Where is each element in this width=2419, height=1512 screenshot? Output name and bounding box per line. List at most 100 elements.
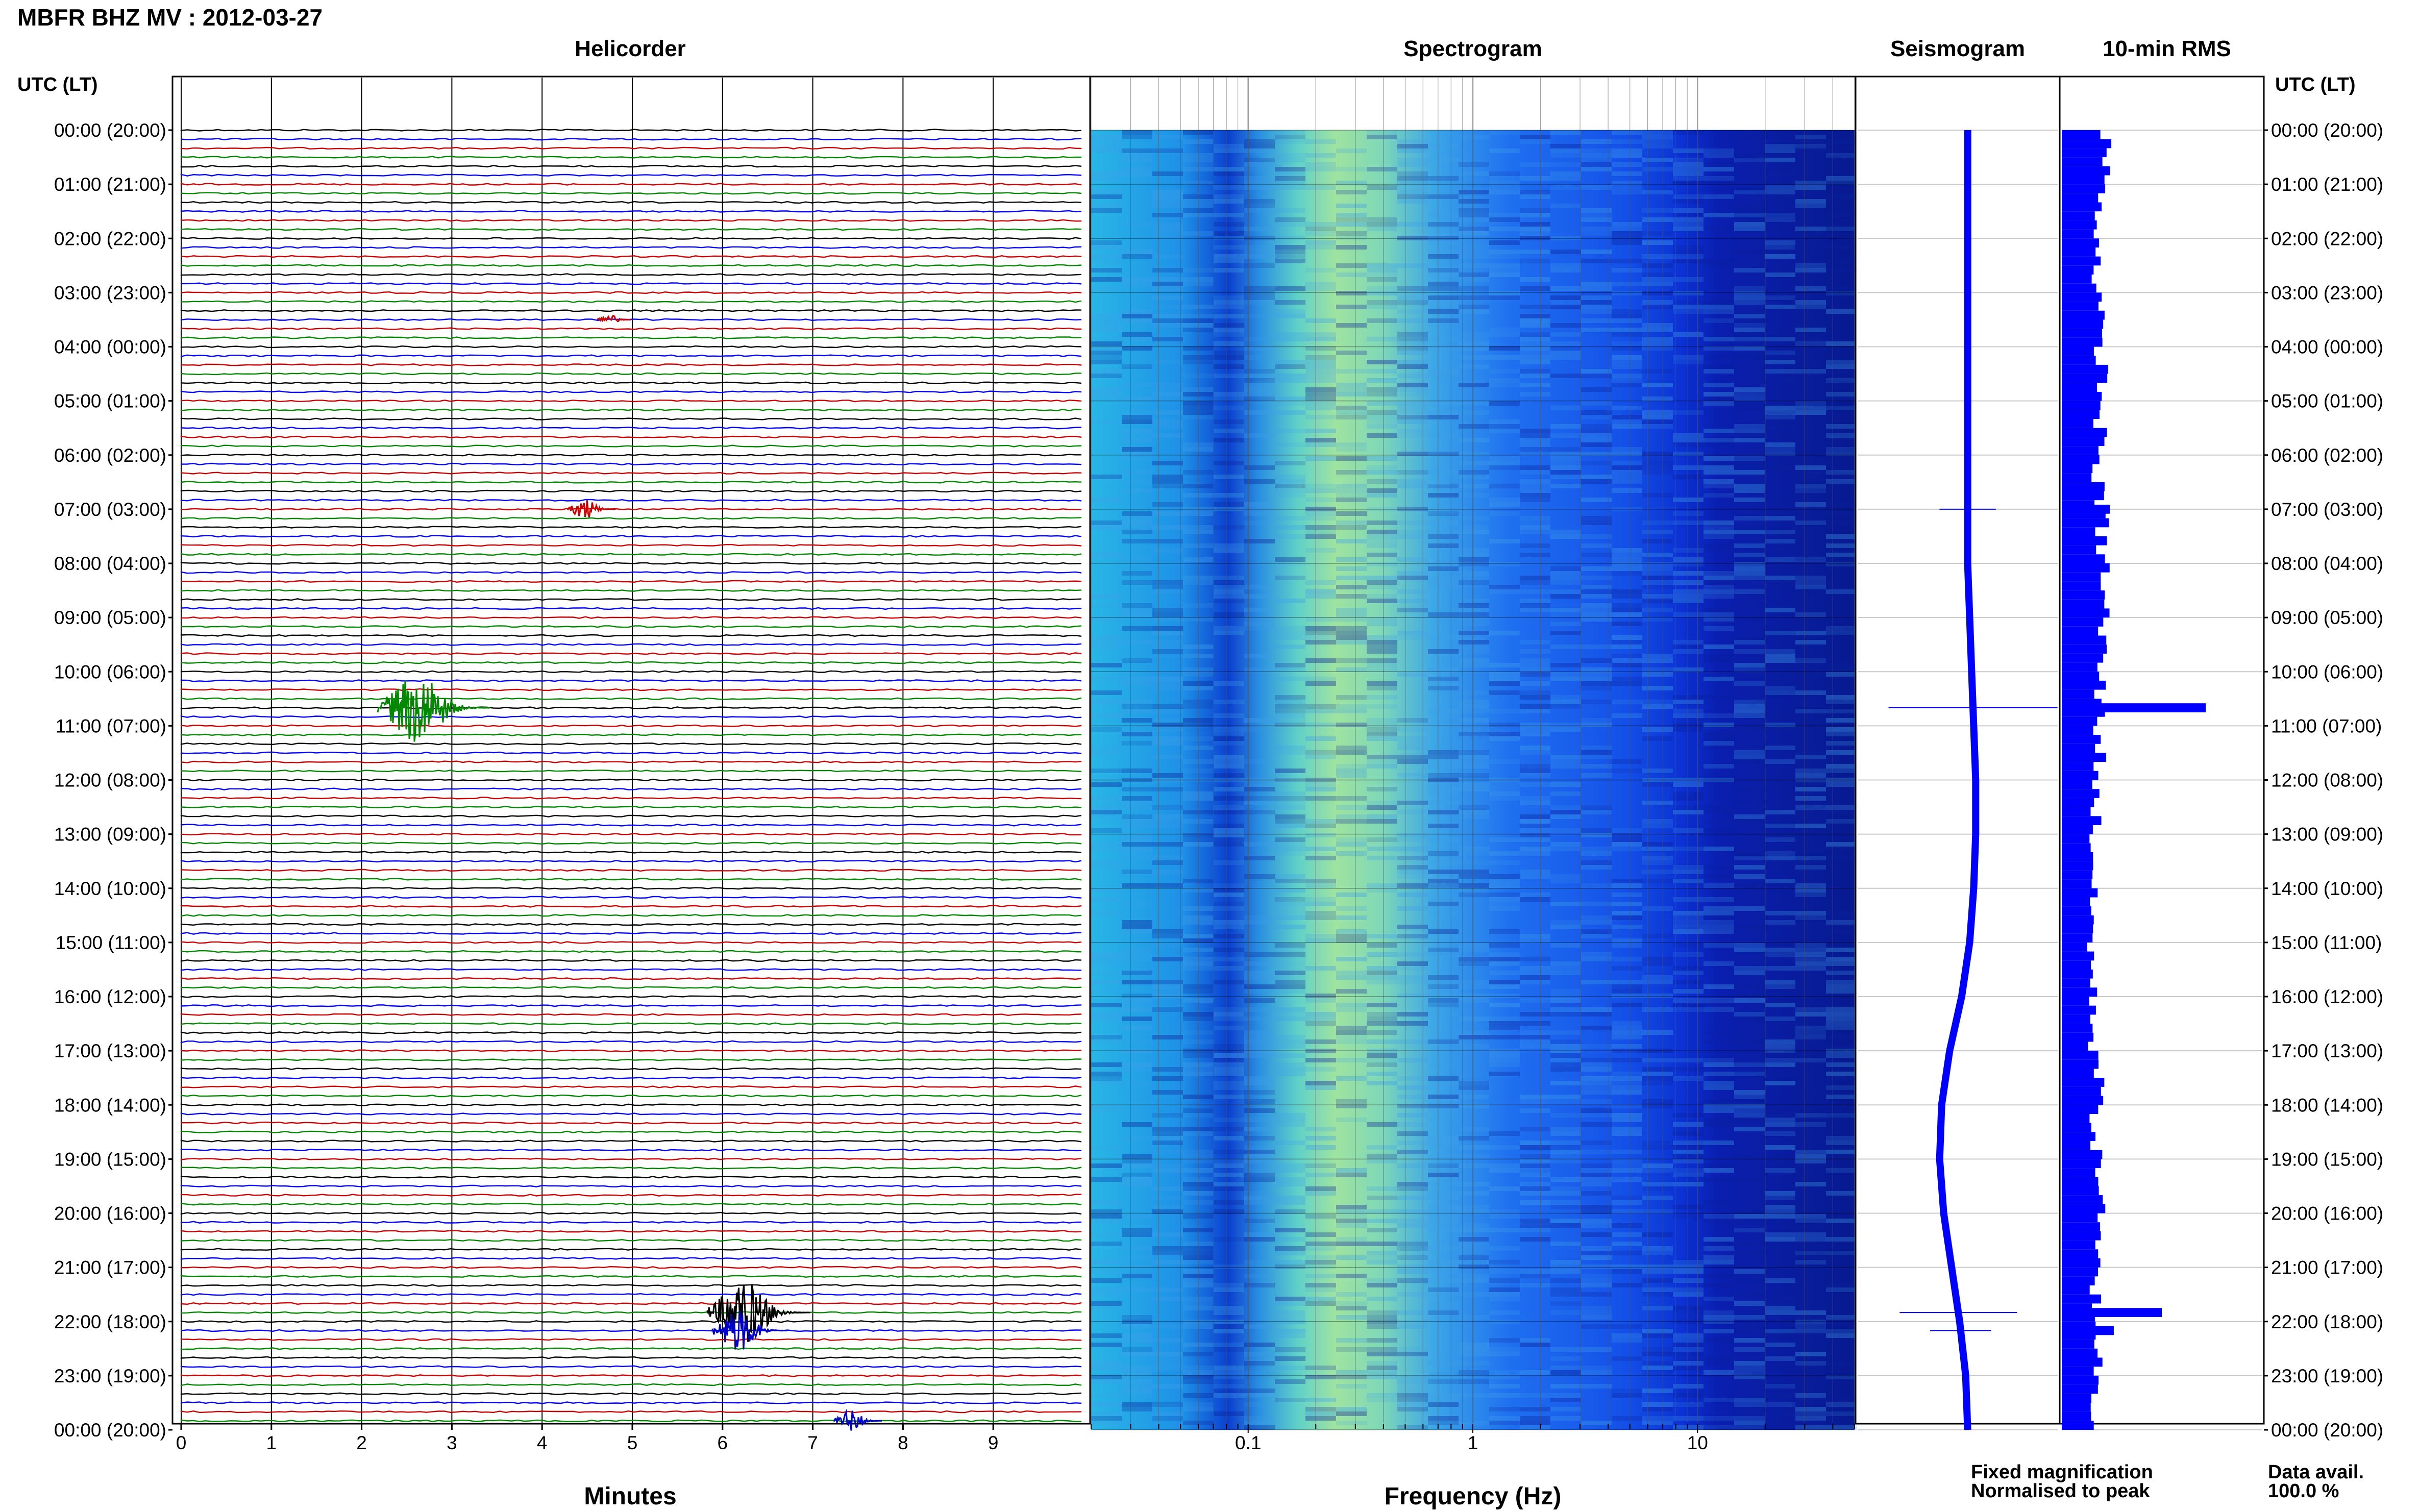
spectrogram-cell [1122,1338,1152,1343]
right-time-label: 09:00 (05:00) [2271,607,2383,628]
spectrogram-cell [1520,1030,1550,1035]
rms-bar [2062,211,2095,220]
spectrogram-cell [1520,1200,1550,1205]
left-time-label: 04:00 (00:00) [54,337,166,358]
spectrogram-cell [1765,566,1795,571]
spectrogram-cell [1214,507,1244,511]
spectrogram-cell [1305,750,1336,755]
rms-bar [2062,166,2110,176]
spectrogram-cell [1336,929,1367,934]
spectrogram-cell [1826,291,1857,295]
spectrogram-cell [1795,576,1826,580]
spectrogram-cell [1152,1067,1183,1072]
spectrogram-cell [1122,1255,1152,1260]
spectrogram-cell [1550,1044,1581,1049]
spectrogram-cell [1428,1246,1459,1251]
helicorder-trace-row [180,1248,1082,1251]
helicorder-trace-row [180,1284,1082,1287]
helicorder-trace-row [180,770,1082,773]
spectrogram-cell [1397,1265,1428,1269]
spectrogram-cell [1091,782,1122,787]
spectrogram-cell [1397,190,1428,194]
spectrogram-cell [1765,1347,1795,1352]
helicorder-trace-row [180,1013,1082,1017]
spectrogram-cell [1459,635,1489,640]
spectrogram-cell [1244,1219,1275,1223]
spectrogram-cell [1734,883,1765,888]
spectrogram-cell [1581,1026,1612,1030]
spectrogram-cell [1305,617,1336,622]
spectrogram-cell [1673,162,1704,167]
spectrogram-cell [1397,1076,1428,1081]
spectrogram-cell [1367,888,1397,893]
spectrogram-cell [1459,700,1489,704]
spectrogram-cell [1091,337,1122,341]
spectrogram-cell [1704,1260,1734,1265]
spectrogram-cell [1734,1421,1765,1425]
spectrogram-cell [1581,1370,1612,1375]
spectrogram-cell [1122,948,1152,952]
spectrogram-cell [1765,153,1795,158]
spectrogram-cell [1581,833,1612,837]
helicorder-trace-row [180,706,1082,709]
spectrogram-cell [1734,387,1765,392]
spectrogram-cell [1520,1269,1550,1274]
spectrogram-cell [1826,1425,1857,1430]
spectrogram-cell [1367,1003,1397,1007]
spectrogram-cell [1214,374,1244,378]
spectrogram-cell [1152,994,1183,998]
rms-bar [2062,1059,2099,1069]
spectrogram-cell [1520,369,1550,374]
spectrogram-cell [1152,1324,1183,1329]
spectrogram-cell [1336,769,1367,773]
spectrogram-cell [1550,534,1581,539]
spectrogram-cell [1336,640,1367,645]
spectrogram-cell [1642,383,1673,387]
spectrogram-cell [1428,1265,1459,1269]
spectrogram-cell [1765,1333,1795,1338]
spectrogram-cell [1734,553,1765,557]
spectrogram-cell [1765,1118,1795,1122]
spectrogram-cell [1612,383,1642,387]
spectrogram-cell [1275,479,1305,484]
spectrogram-cell [1367,433,1397,438]
spectrogram-cell [1091,254,1122,259]
spectrogram-cell [1550,144,1581,148]
spectrogram-cell [1765,723,1795,727]
spectrogram-cell [1244,1099,1275,1104]
spectrogram-cell [1122,456,1152,461]
spectrogram-cell [1826,695,1857,700]
spectrogram-cell [1122,337,1152,341]
spectrogram-cell [1122,769,1152,773]
rms-bar [2062,247,2096,257]
spectrogram-cell [1673,989,1704,994]
spectrogram-cell [1765,663,1795,667]
spectrogram-cell [1826,1251,1857,1255]
spectrogram-cell [1428,934,1459,938]
spectrogram-cell [1642,396,1673,401]
spectrogram-cell [1305,415,1336,419]
spectrogram-cell [1214,1237,1244,1242]
spectrogram-cell [1305,755,1336,759]
spectrogram-cell [1214,295,1244,300]
spectrogram-cell [1428,773,1459,778]
rms-bar [2062,1421,2094,1430]
spectrogram-cell [1214,948,1244,952]
spectrogram-cell [1091,286,1122,291]
spectrogram-cell [1459,851,1489,856]
helicorder-trace-row [181,1329,1082,1332]
spectrogram-cell [1459,1343,1489,1347]
spectrogram-cell [1152,1163,1183,1168]
rms-bar [2062,283,2096,293]
spectrogram-cell [1520,819,1550,824]
spectrogram-cell [1612,314,1642,318]
spectrogram-cell [1826,139,1857,144]
spectrogram-cell [1336,291,1367,295]
spectrogram-cell [1673,259,1704,263]
spectrogram-cell [1336,525,1367,530]
spectrogram-cell [1428,1416,1459,1421]
spectrogram-cell [1489,1407,1520,1411]
spectrogram-cell [1275,1265,1305,1269]
spectrogram-cell [1704,1398,1734,1402]
rms-bar [2062,1411,2091,1421]
